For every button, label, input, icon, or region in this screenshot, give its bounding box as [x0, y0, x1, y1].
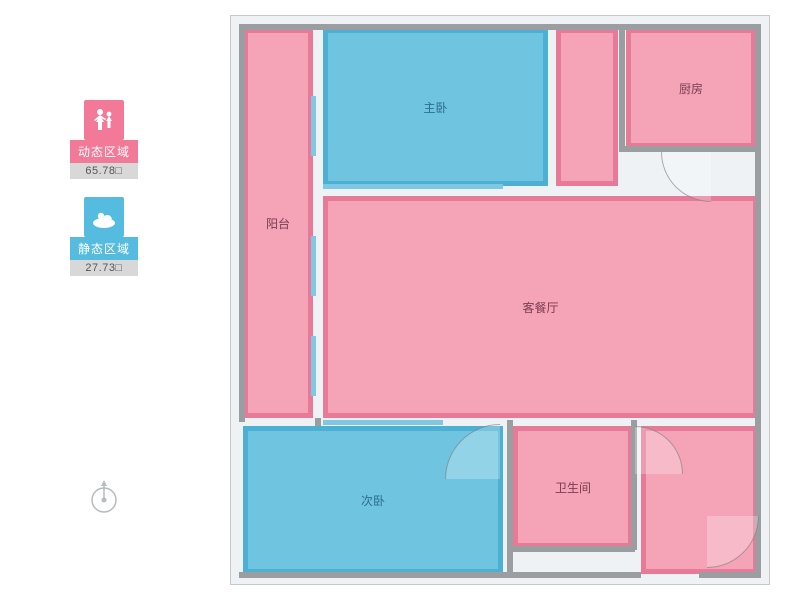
wall-segment: [619, 24, 625, 152]
opening-slot: [323, 184, 503, 189]
legend-static-zone: 静态区域 27.73□: [70, 197, 138, 276]
room-master: 主卧: [323, 28, 548, 186]
opening-slot: [311, 236, 316, 296]
door-arc: [661, 152, 711, 202]
room-bath: 卫生间: [513, 426, 633, 548]
legend-active-zone: 动态区域 65.78□: [70, 100, 138, 179]
wall-segment: [315, 418, 321, 426]
static-zone-icon: [84, 197, 124, 237]
wall-segment: [699, 572, 759, 578]
opening-slot: [323, 420, 443, 425]
room-living: 客餐厅: [323, 196, 758, 418]
opening-slot: [311, 96, 316, 156]
wall-segment: [513, 546, 635, 552]
room-kitchen: 厨房: [626, 28, 756, 148]
wall-segment: [239, 24, 759, 30]
room-stub: [556, 28, 618, 186]
legend-active-label: 动态区域: [70, 140, 138, 163]
room-balcony: 阳台: [243, 28, 313, 418]
wall-segment: [239, 572, 641, 578]
legend-active-value: 65.78□: [70, 163, 138, 179]
compass-icon: [86, 480, 122, 521]
legend-static-value: 27.73□: [70, 260, 138, 276]
legend-panel: 动态区域 65.78□ 静态区域 27.73□: [70, 100, 138, 294]
wall-segment: [239, 24, 245, 422]
active-zone-icon: [84, 100, 124, 140]
opening-slot: [311, 336, 316, 396]
wall-segment: [755, 24, 761, 578]
wall-segment: [507, 420, 513, 576]
floor-plan: 阳台主卧厨房客餐厅次卧卫生间: [230, 15, 770, 585]
legend-static-label: 静态区域: [70, 237, 138, 260]
